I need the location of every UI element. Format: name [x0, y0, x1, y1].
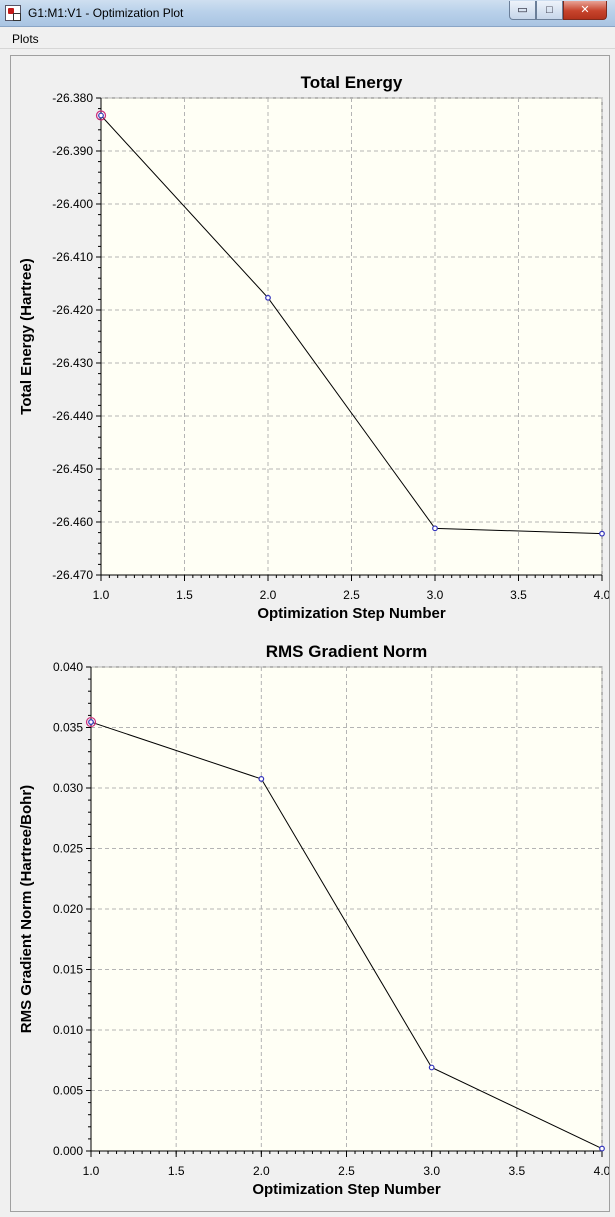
chart1-y-tick-label: -26.380 — [52, 91, 93, 105]
chart2-highlight-marker — [85, 716, 97, 728]
chart1-x-tick-label: 1.0 — [93, 588, 110, 602]
chart2-x-tick-label: 3.0 — [423, 1164, 440, 1178]
chart1-series-line — [100, 115, 603, 535]
chart2-y-tick-label: 0.040 — [53, 660, 83, 674]
menu-item-plots[interactable]: Plots — [12, 32, 39, 46]
plot-panel: -26.380 -26.390 -26.400 -26.410 -26.420 -26.4… — [10, 55, 611, 1212]
chart1-y-tick-label: -26.440 — [52, 409, 93, 423]
chart1-data-point — [432, 525, 438, 532]
chart1-highlight-marker — [95, 110, 107, 121]
chart1-x-axis-label: Optimization Step Number — [257, 605, 446, 622]
maximize-button[interactable]: □ — [536, 1, 563, 20]
chart1-x-tick-label: 1.5 — [176, 588, 193, 602]
chart2-series-line — [90, 721, 603, 1150]
chart1-y-tick-label: -26.430 — [52, 356, 93, 370]
chart1-y-tick-label: -26.420 — [52, 303, 93, 317]
chart1-title: Total Energy — [301, 73, 403, 92]
chart1-data-point — [265, 294, 271, 301]
chart1-data-point — [98, 112, 104, 119]
chart1-data-point — [599, 530, 605, 537]
app-icon[interactable] — [5, 5, 21, 21]
chart2-y-tick-label: 0.010 — [53, 1023, 83, 1037]
chart2-y-axis-label: RMS Gradient Norm (Hartree/Bohr) — [18, 785, 35, 1033]
chart2-x-tick-label: 4.0 — [594, 1164, 609, 1178]
chart2-y-tick-label: 0.025 — [53, 842, 83, 856]
chart1-y-axis-label: Total Energy (Hartree) — [18, 258, 35, 414]
chart1-y-tick-label: -26.470 — [52, 568, 93, 582]
chart2-data-point — [258, 776, 265, 782]
chart1-x-tick-label: 3.5 — [510, 588, 527, 602]
chart2-y-tick-label: 0.035 — [53, 721, 83, 735]
chart2-y-tick-label: 0.005 — [53, 1084, 83, 1098]
chart1-x-tick-label: 2.0 — [260, 588, 277, 602]
menu-bar: Plots — [0, 27, 615, 49]
title-bar: G1:M1:V1 - Optimization Plot ▭ □ ✕ — [0, 0, 615, 27]
chart2-y-tick-label: 0.030 — [53, 781, 83, 795]
charts-canvas[interactable]: -26.380 -26.390 -26.400 -26.410 -26.420 -26.4… — [11, 56, 611, 1211]
chart1-y-tick-label: -26.460 — [52, 515, 93, 529]
close-button[interactable]: ✕ — [563, 1, 607, 20]
chart2-x-tick-label: 1.0 — [83, 1164, 100, 1178]
chart2-y-tick-label: 0.000 — [53, 1144, 83, 1158]
chart1-y-tick-label: -26.400 — [52, 197, 93, 211]
chart2-title: RMS Gradient Norm — [266, 642, 428, 661]
chart2-y-tick-label: 0.015 — [53, 963, 83, 977]
chart2-data-point — [599, 1145, 605, 1152]
chart2-x-tick-label: 3.5 — [508, 1164, 525, 1178]
chart1-x-tick-label: 2.5 — [343, 588, 360, 602]
chart1-x-tick-label: 3.0 — [427, 588, 444, 602]
minimize-button[interactable]: ▭ — [509, 1, 536, 20]
chart2-x-tick-label: 1.5 — [168, 1164, 185, 1178]
chart1-y-tick-label: -26.410 — [52, 250, 93, 264]
chart2-y-tick-label: 0.020 — [53, 902, 83, 916]
window-title: G1:M1:V1 - Optimization Plot — [28, 6, 184, 20]
chart1-y-tick-label: -26.450 — [52, 462, 93, 476]
chart2-data-point — [428, 1064, 435, 1071]
chart2-data-point — [88, 719, 94, 725]
chart2-x-tick-label: 2.0 — [253, 1164, 270, 1178]
chart1-y-tick-label: -26.390 — [52, 144, 93, 158]
chart2-x-axis-label: Optimization Step Number — [252, 1181, 441, 1198]
chart1-x-tick-label: 4.0 — [594, 588, 609, 602]
chart2-x-tick-label: 2.5 — [338, 1164, 355, 1178]
